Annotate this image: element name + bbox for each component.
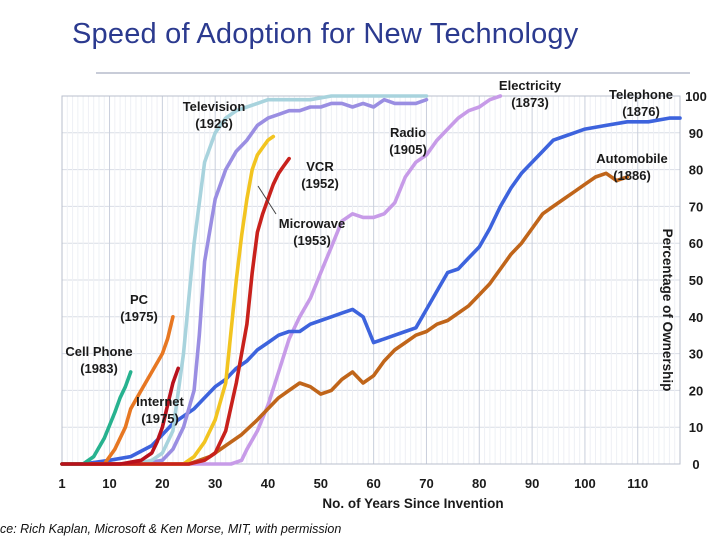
label-vcr-year: (1952)	[301, 176, 339, 191]
series-line-telephone	[60, 116, 682, 466]
series-line-electricity	[60, 94, 503, 466]
label-pc: PC	[130, 292, 149, 307]
label-radio: Radio	[390, 125, 426, 140]
source-note: ce: Rich Kaplan, Microsoft & Ken Morse, …	[0, 522, 342, 536]
label-electricity: Electricity	[499, 78, 562, 93]
label-cell-phone: Cell Phone	[65, 344, 132, 359]
label-telephone-year: (1876)	[622, 104, 660, 119]
label-automobile-year: (1886)	[613, 168, 651, 183]
series-line-television	[60, 94, 429, 466]
x-tick-label: 50	[314, 476, 328, 491]
y-tick-label: 80	[689, 163, 703, 178]
label-radio-year: (1905)	[389, 142, 427, 157]
y-tick-label: 100	[685, 89, 707, 104]
label-vcr: VCR	[306, 159, 334, 174]
x-tick-label: 90	[525, 476, 539, 491]
y-axis-label: Percentage of Ownership	[660, 229, 675, 392]
y-tick-label: 0	[692, 457, 699, 472]
x-tick-label: 30	[208, 476, 222, 491]
tick-labels: 1 10 20 30 40 50 60 70 80 90 100 110010203040506070…	[58, 89, 706, 491]
label-automobile: Automobile	[596, 151, 668, 166]
label-internet: Internet	[136, 394, 184, 409]
x-tick-label: 80	[472, 476, 486, 491]
series-line-pc	[60, 314, 175, 466]
label-television: Television	[183, 99, 246, 114]
y-tick-label: 70	[689, 199, 703, 214]
y-tick-label: 60	[689, 236, 703, 251]
y-tick-label: 30	[689, 347, 703, 362]
x-tick-label: 60	[366, 476, 380, 491]
y-tick-label: 20	[689, 383, 703, 398]
x-tick-label: 20	[155, 476, 169, 491]
chart-title: Speed of Adoption for New Technology	[72, 18, 579, 50]
label-microwave-year: (1953)	[293, 233, 331, 248]
x-tick-label: 10	[102, 476, 116, 491]
label-pc-year: (1975)	[120, 309, 158, 324]
label-electricity-year: (1873)	[511, 95, 549, 110]
y-tick-label: 90	[689, 126, 703, 141]
x-tick-label: 100	[574, 476, 596, 491]
x-tick-label: 40	[261, 476, 275, 491]
series-line-vcr	[60, 134, 276, 466]
series-line-internet	[60, 366, 180, 466]
series-line-radio	[60, 97, 429, 466]
x-axis-label: No. of Years Since Invention	[322, 496, 503, 511]
series-line-automobile	[60, 171, 630, 466]
label-television-year: (1926)	[195, 116, 233, 131]
y-tick-label: 40	[689, 310, 703, 325]
microwave-leader-line	[257, 185, 277, 215]
label-microwave: Microwave	[279, 216, 345, 231]
title-divider	[96, 72, 690, 74]
label-telephone: Telephone	[609, 87, 673, 102]
x-tick-label: 110	[627, 476, 648, 491]
series-line-microwave	[60, 156, 291, 466]
label-cell-phone-year: (1983)	[80, 361, 118, 376]
x-tick-label: 1	[58, 476, 65, 491]
series-lines	[60, 94, 682, 466]
x-tick-label: 70	[419, 476, 433, 491]
grid	[61, 95, 681, 465]
label-internet-year: (1975)	[141, 411, 179, 426]
y-tick-label: 10	[689, 420, 703, 435]
y-tick-label: 50	[689, 273, 703, 288]
